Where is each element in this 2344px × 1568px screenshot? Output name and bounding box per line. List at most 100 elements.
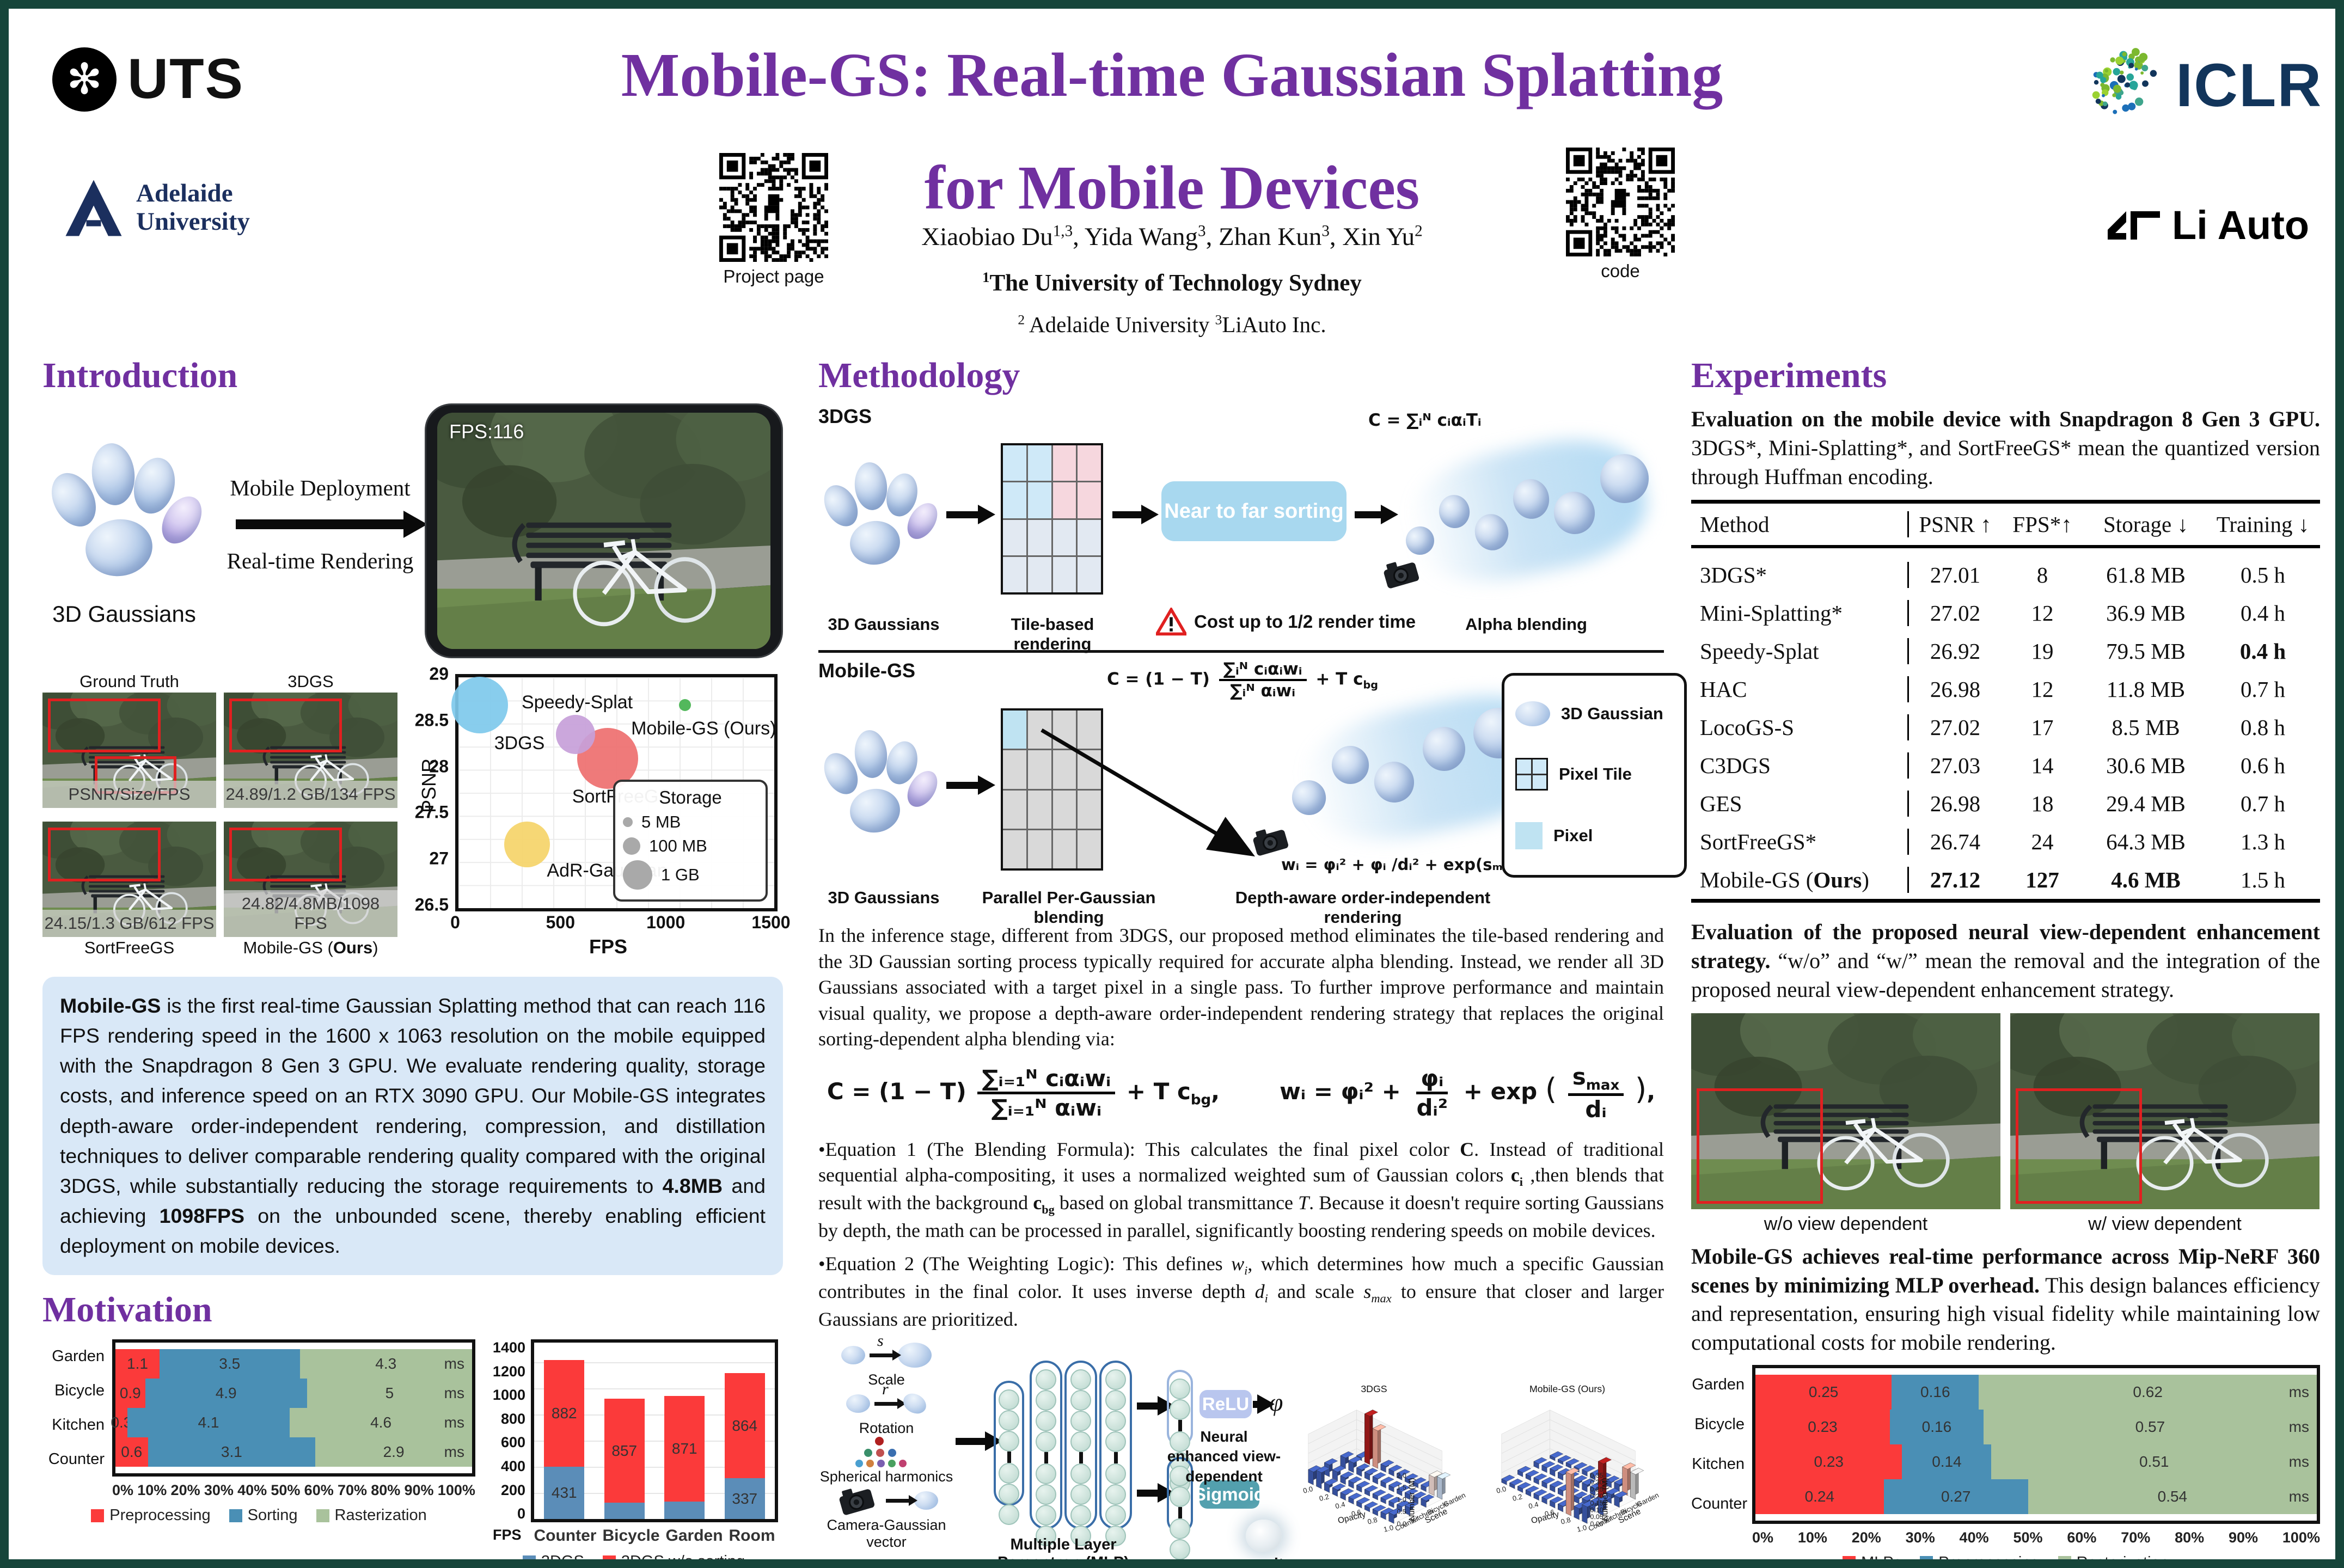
qr-module	[821, 247, 825, 251]
logo-dot	[2135, 97, 2144, 106]
bar-segment: 337	[724, 1478, 765, 1520]
qr-module	[1652, 188, 1656, 193]
ablation-item: w/o view dependent	[1691, 1013, 2000, 1235]
legend-label: 1 GB	[661, 865, 700, 884]
metric-caption: PSNR/Size/FPS	[42, 781, 216, 808]
text-run: The University of Technology Sydney	[989, 270, 1362, 296]
text-run: s	[1363, 1280, 1372, 1302]
qr-module	[779, 187, 784, 191]
qr-module	[1630, 226, 1634, 230]
qr-module	[1596, 226, 1600, 230]
qr-module	[1600, 196, 1604, 200]
grid-cell	[1078, 556, 1101, 592]
qr-module	[809, 258, 813, 262]
neuron-node	[1070, 1463, 1091, 1485]
sorting-box: Near to far sorting	[1161, 481, 1347, 541]
scene-shape	[2189, 1117, 2196, 1129]
unit-label: ms	[444, 1385, 464, 1402]
logo-dot	[2128, 63, 2134, 69]
qr-module	[749, 198, 754, 202]
bar-top	[1356, 1463, 1370, 1471]
bar-segment: 0.27	[1883, 1479, 2028, 1514]
qr-module	[1603, 170, 1607, 174]
qr-module	[1633, 234, 1638, 238]
scene-shape	[437, 585, 770, 649]
value-label: 0.25	[1808, 1383, 1839, 1400]
qr-module	[1614, 219, 1619, 223]
qr-module	[1603, 155, 1607, 159]
qr-module	[805, 205, 810, 210]
axis-tick: 70%	[337, 1482, 367, 1499]
qr-module	[1656, 215, 1660, 219]
intro-visuals-row: Ground Truth PSNR/Size/FPS 3DGS 24.89/1.…	[42, 664, 791, 965]
qr-module	[768, 243, 772, 247]
axis-tick: 29	[429, 664, 449, 684]
table-cell: 1.3 h	[2241, 829, 2285, 855]
qr-module	[1611, 200, 1626, 208]
qr-module	[1633, 237, 1638, 242]
neuron-node	[1036, 1411, 1056, 1432]
axis-tick: 90%	[2229, 1529, 2259, 1546]
qr-module	[805, 213, 810, 217]
data-bubble	[679, 699, 691, 711]
value-label: 5	[385, 1385, 394, 1402]
qr-module	[753, 198, 757, 202]
qr-module	[764, 160, 768, 164]
table-cell: 27.12	[1930, 867, 1981, 893]
grid-cell	[1052, 445, 1076, 481]
value-label: 0.23	[1814, 1453, 1844, 1470]
legend-swatch	[1920, 1556, 1933, 1559]
park	[1691, 1013, 2000, 1209]
table-cell: 24	[2031, 829, 2054, 855]
qr-module	[1569, 204, 1574, 208]
axis-tick: 30%	[204, 1482, 234, 1499]
experiments-paragraph-2: Evaluation of the proposed neural view-d…	[1691, 918, 2320, 1004]
qr-module	[738, 209, 742, 213]
qr-module	[730, 224, 735, 228]
column-header: Method	[1691, 511, 1909, 538]
bar-segment: 0.62	[1979, 1374, 2317, 1410]
adelaide-logo: Adelaide University	[63, 177, 250, 238]
neuron-node	[1070, 1505, 1091, 1526]
logo-dot	[2113, 68, 2121, 76]
grid-line	[1550, 1438, 1636, 1480]
qr-module	[809, 183, 813, 187]
qr-module	[1614, 245, 1619, 249]
axis-tick: 70%	[2121, 1529, 2151, 1546]
z-tick: 0.35	[1590, 1472, 1604, 1479]
qr-module	[1622, 234, 1626, 238]
qr-module	[1611, 166, 1615, 170]
qr-module	[730, 209, 735, 213]
qr-module	[756, 156, 761, 161]
grid-cell	[1052, 482, 1076, 518]
qr-module	[775, 213, 780, 221]
value-label: 0.14	[1932, 1453, 1962, 1470]
value-label: 3.5	[219, 1355, 241, 1373]
uts-logo-text: UTS	[127, 47, 244, 111]
scene-shape	[526, 553, 672, 558]
value-label: 0.27	[1941, 1487, 1971, 1505]
qr-module	[1656, 188, 1660, 193]
scene-shape	[322, 751, 330, 755]
scene-shape	[2079, 1104, 2092, 1138]
qr-module	[787, 156, 791, 161]
scene-shape	[1867, 1113, 1880, 1118]
text-run: 2	[1018, 312, 1025, 328]
column-header: PSNR ↑	[1919, 512, 1992, 537]
qr-module	[764, 205, 780, 213]
logo-dot	[2126, 73, 2134, 81]
qr-module	[787, 250, 791, 255]
step-label: 3D Gaussians	[828, 615, 940, 634]
bar-top	[1541, 1461, 1556, 1468]
y-axis-label: FPS	[493, 1527, 522, 1543]
qr-module	[798, 213, 802, 217]
bar: 1.1 3.5 4.3 ms	[115, 1349, 472, 1379]
axis-tick: 0%	[1752, 1529, 1774, 1546]
bar-top	[1364, 1485, 1379, 1492]
neuron-node	[1105, 1369, 1126, 1391]
bar-top	[1340, 1488, 1354, 1496]
qr-module	[798, 190, 802, 194]
mini-gauss	[846, 1394, 870, 1413]
axis-tick: 27	[429, 848, 449, 868]
qr-module	[756, 228, 761, 232]
